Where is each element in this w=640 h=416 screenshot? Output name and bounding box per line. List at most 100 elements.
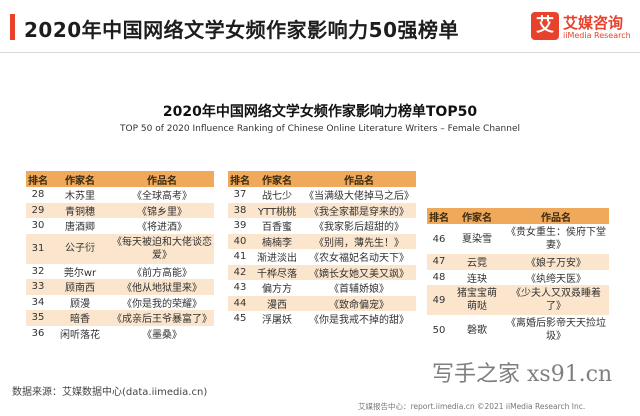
footer-credit: 艾媒报告中心：report.iimedia.cn ©2021 iiMedia R… — [358, 402, 586, 411]
cell-rank: 37 — [233, 189, 247, 201]
cell-author: 浮屠妖 — [262, 315, 292, 327]
logo-text-en: iiMedia Research — [563, 31, 631, 40]
table-row: 30 唐酒卿 《将进酒》 — [26, 218, 214, 234]
cell-author: 顾漫 — [70, 298, 90, 310]
cell-work: 《前方高能》 — [132, 267, 192, 279]
cell-work: 《少夫人又双叒睡着了》 — [503, 285, 609, 315]
cell-work: 《离婚后影帝天天捡垃圾》 — [506, 318, 606, 342]
table-row: 40 楠楠李 《别闹，薄先生！》 — [228, 233, 416, 249]
cell-author: 云霓 — [451, 254, 503, 270]
cell-work: 《墨桑》 — [142, 329, 182, 341]
cell-work: 《他从地狱里来》 — [110, 279, 214, 295]
table-row: 38 YTT桃桃 《我全家都是穿来的》 — [228, 202, 416, 218]
cell-author: 唐酒卿 — [65, 222, 95, 234]
cell-author: 暗香 — [50, 310, 110, 326]
cell-author: 百香蜜 — [262, 222, 292, 234]
cell-rank: 39 — [233, 220, 247, 232]
table-row: 39 百香蜜 《我家影后超甜的》 — [228, 218, 416, 234]
cell-rank: 44 — [228, 295, 252, 311]
logo-text-cn: 艾媒咨询 — [563, 14, 624, 32]
cell-author: 渐进淡出 — [257, 253, 297, 265]
cell-author: YTT桃桃 — [252, 202, 302, 218]
cell-rank: 40 — [228, 233, 252, 249]
table-row: 35 暗香 《成亲后王爷暴富了》 — [26, 310, 214, 326]
cell-rank: 48 — [432, 271, 446, 283]
cell-rank: 43 — [233, 282, 247, 294]
chart-title: 2020年中国网络文学女频作家影响力榜单TOP50 — [162, 104, 478, 120]
page-title: 2020年中国网络文学女频作家影响力50强榜单 — [24, 18, 459, 42]
table-row: 45 浮屠妖 《你是我戒不掉的甜》 — [228, 311, 416, 327]
cell-author: 战七少 — [262, 191, 292, 203]
cell-rank: 28 — [31, 189, 45, 201]
cell-work: 《农女福妃名动天下》 — [309, 253, 409, 265]
cell-work: 《别闹，薄先生！》 — [302, 233, 416, 249]
header-divider — [0, 52, 640, 53]
table-row: 49 猪宝宝萌萌哒 《少夫人又双叒睡着了》 — [427, 285, 609, 315]
header-rank: 排名 — [427, 208, 451, 224]
cell-work: 《我家影后超甜的》 — [314, 222, 404, 234]
cell-work: 《你是我的荣耀》 — [122, 298, 202, 310]
cell-work: 《每天被迫和大佬谈恋爱》 — [110, 233, 214, 264]
cell-rank: 42 — [228, 264, 252, 280]
cell-work: 《首辅娇娘》 — [329, 284, 389, 296]
table-row: 28 木苏里 《全球高考》 — [26, 187, 214, 203]
header-author: 作家名 — [50, 171, 110, 187]
cell-work: 《全球高考》 — [132, 191, 192, 203]
table-row: 31 公子衍 《每天被迫和大佬谈恋爱》 — [26, 233, 214, 264]
header-work: 作品名 — [503, 208, 609, 224]
cell-rank: 50 — [432, 324, 446, 336]
cell-work: 《纨绔天医》 — [526, 273, 586, 285]
cell-rank: 32 — [31, 265, 45, 277]
cell-rank: 36 — [31, 327, 45, 339]
table-row: 36 闲听落花 《墨桑》 — [26, 326, 214, 342]
title-accent-bar — [10, 14, 15, 40]
cell-work: 《嫡长女她又美又飒》 — [302, 264, 416, 280]
data-source: 数据来源：艾媒数据中心(data.iimedia.cn) — [12, 387, 208, 398]
cell-rank: 47 — [427, 254, 451, 270]
cell-work: 《我全家都是穿来的》 — [302, 202, 416, 218]
iimedia-logo: 艾 艾媒咨询 iiMedia Research — [531, 12, 631, 46]
cell-author: 偏方方 — [262, 284, 292, 296]
cell-author: 猪宝宝萌萌哒 — [451, 285, 503, 315]
header-work: 作品名 — [110, 171, 214, 187]
ranking-table-2: 排名 作家名 作品名 37 战七少 《当满级大佬掉马之后》 38 YTT桃桃 《我全家都是… — [228, 171, 416, 327]
table-row: 43 偏方方 《首辅娇娘》 — [228, 280, 416, 296]
cell-author: 闲听落花 — [60, 329, 100, 341]
cell-work: 《成亲后王爷暴富了》 — [110, 310, 214, 326]
cell-author: 漫西 — [252, 295, 302, 311]
table-row: 48 连玦 《纨绔天医》 — [427, 270, 609, 286]
header-work: 作品名 — [302, 171, 416, 187]
table-row: 41 渐进淡出 《农女福妃名动天下》 — [228, 249, 416, 265]
cell-rank: 49 — [427, 285, 451, 315]
table-row: 50 磬歌 《离婚后影帝天天捡垃圾》 — [427, 315, 609, 345]
cell-author: 夏染雪 — [462, 233, 492, 245]
cell-rank: 35 — [26, 310, 50, 326]
cell-author: 莞尔wr — [63, 267, 97, 279]
header-author: 作家名 — [252, 171, 302, 187]
header-rank: 排名 — [228, 171, 252, 187]
cell-author: 磬歌 — [467, 324, 487, 336]
cell-rank: 38 — [228, 202, 252, 218]
cell-rank: 29 — [26, 202, 50, 218]
cell-rank: 41 — [233, 251, 247, 263]
cell-rank: 33 — [26, 279, 50, 295]
table-row: 34 顾漫 《你是我的荣耀》 — [26, 295, 214, 311]
watermark: 写手之家 xs91.cn — [432, 362, 613, 387]
cell-author: 青铜穗 — [50, 202, 110, 218]
cell-work: 《致命偏宠》 — [302, 295, 416, 311]
cell-work: 《锦乡里》 — [110, 202, 214, 218]
table-row: 46 夏染雪 《贵女重生：侯府下堂妻》 — [427, 224, 609, 254]
cell-work: 《贵女重生：侯府下堂妻》 — [506, 227, 606, 251]
ranking-table-3: 排名 作家名 作品名 46 夏染雪 《贵女重生：侯府下堂妻》 47 云霓 《娘子万安》 48… — [427, 208, 609, 345]
cell-author: 千桦尽落 — [252, 264, 302, 280]
cell-work: 《娘子万安》 — [503, 254, 609, 270]
cell-author: 顾南西 — [50, 279, 110, 295]
ranking-table-1: 排名 作家名 作品名 28 木苏里 《全球高考》 29 青铜穗 《锦乡里》 30 唐酒卿 《将进… — [26, 171, 214, 341]
cell-work: 《当满级大佬掉马之后》 — [304, 191, 414, 203]
cell-work: 《将进酒》 — [137, 222, 187, 234]
table-row: 42 千桦尽落 《嫡长女她又美又飒》 — [228, 264, 416, 280]
cell-rank: 30 — [31, 220, 45, 232]
table-row: 47 云霓 《娘子万安》 — [427, 254, 609, 270]
table-row: 29 青铜穗 《锦乡里》 — [26, 202, 214, 218]
cell-author: 木苏里 — [65, 191, 95, 203]
